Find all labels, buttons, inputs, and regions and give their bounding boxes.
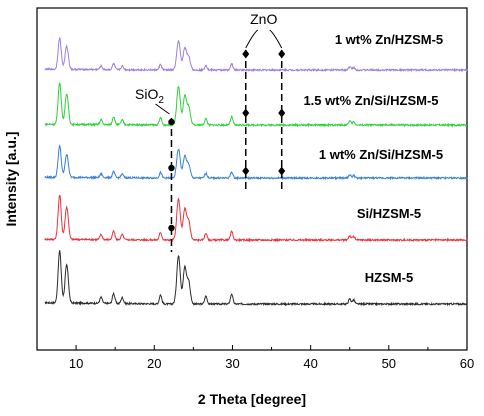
zno-marker — [278, 166, 286, 176]
x-axis: 10 20 30 40 50 60 — [36, 345, 474, 371]
series-label-2: 1 wt% Zn/Si/HZSM-5 — [319, 147, 443, 162]
x-tick-label: 40 — [303, 356, 317, 371]
plot-area: SiO2 ZnO HZSM-5 Si/HZSM-5 1 wt% Zn/Si/HZSM-… — [36, 7, 468, 351]
series-line-1 — [44, 194, 468, 243]
zno-marker — [242, 49, 250, 59]
x-tick-label: 50 — [382, 356, 396, 371]
sio2-marker — [168, 224, 175, 232]
x-tick-label: 10 — [69, 356, 83, 371]
x-tick-label: 60 — [460, 356, 474, 371]
series-label-1: Si/HZSM-5 — [357, 206, 421, 221]
series-label-4: 1 wt% Zn/HZSM-5 — [335, 32, 443, 47]
x-tick-label: 30 — [225, 356, 239, 371]
zno-marker — [278, 49, 286, 59]
series-layer — [44, 36, 468, 307]
zno-marker — [242, 108, 250, 118]
zno-marker — [278, 108, 286, 118]
x-axis-title: 2 Theta [degree] — [198, 391, 306, 407]
zno-bracket-right — [269, 29, 283, 49]
series-line-4 — [44, 36, 468, 73]
series-label-0: HZSM-5 — [365, 270, 413, 285]
plot-frame — [36, 7, 468, 351]
y-axis-title: Intensity [a.u.] — [3, 132, 19, 227]
sio2-pointer — [155, 103, 170, 115]
annotation-layer: SiO2 ZnO — [135, 11, 286, 252]
series-line-2 — [44, 144, 468, 181]
sio2-label: SiO2 — [135, 86, 164, 106]
series-label-3: 1.5 wt% Zn/Si/HZSM-5 — [303, 93, 438, 108]
sio2-label-subscript: 2 — [158, 95, 164, 106]
sio2-marker — [168, 164, 175, 172]
zno-label: ZnO — [250, 11, 277, 27]
x-tick-label: 20 — [147, 356, 161, 371]
series-line-0 — [44, 250, 468, 307]
zno-bracket-left — [245, 29, 259, 49]
sio2-label-main: SiO — [135, 86, 158, 102]
series-line-3 — [44, 82, 468, 128]
series-label-layer: HZSM-5 Si/HZSM-5 1 wt% Zn/Si/HZSM-5 1.5 wt%… — [303, 32, 443, 285]
sio2-marker — [168, 118, 175, 126]
zno-marker — [242, 166, 250, 176]
